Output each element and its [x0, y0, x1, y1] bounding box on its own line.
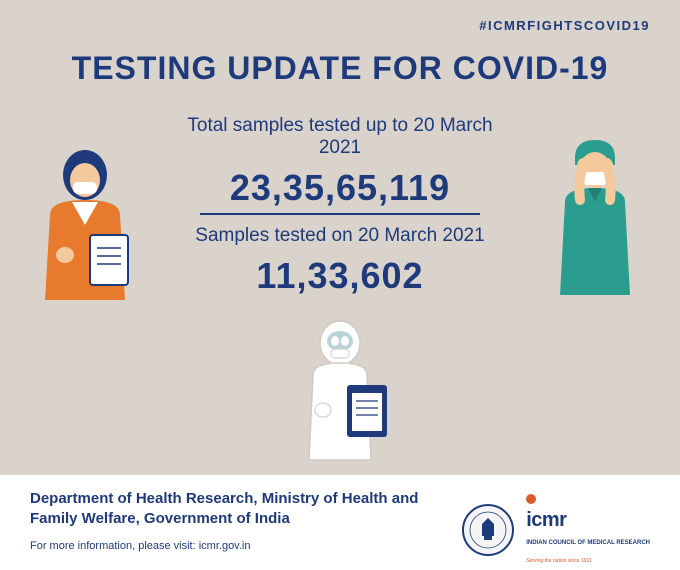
illustration-clipboard-person-icon [30, 140, 150, 310]
stat-total-label: Total samples tested up to 20 March 2021 [180, 115, 500, 159]
icmr-logo-full: INDIAN COUNCIL OF MEDICAL RESEARCH [526, 540, 650, 546]
stat-total: Total samples tested up to 20 March 2021… [180, 115, 500, 209]
footer-logos: icmr INDIAN COUNCIL OF MEDICAL RESEARCH … [462, 493, 650, 567]
illustration-ppe-worker-icon [295, 315, 395, 465]
stat-daily-label: Samples tested on 20 March 2021 [180, 225, 500, 247]
footer: Department of Health Research, Ministry … [0, 475, 680, 570]
stat-daily-value: 11,33,602 [180, 255, 500, 297]
main-panel: #ICMRFIGHTSCOVID19 TESTING UPDATE FOR CO… [0, 0, 680, 475]
hashtag: #ICMRFIGHTSCOVID19 [479, 18, 650, 33]
illustration-surgeon-icon [540, 130, 650, 300]
page-title: TESTING UPDATE FOR COVID-19 [0, 50, 680, 87]
icmr-logo-icon: icmr INDIAN COUNCIL OF MEDICAL RESEARCH … [526, 493, 650, 567]
icmr-logo-text: icmr [526, 509, 566, 531]
stat-daily: Samples tested on 20 March 2021 11,33,60… [180, 225, 500, 297]
footer-department: Department of Health Research, Ministry … [30, 489, 430, 530]
icmr-logo-tag: Serving the nation since 1911 [526, 558, 592, 564]
govt-emblem-icon [462, 504, 514, 556]
divider [200, 213, 480, 215]
stat-total-value: 23,35,65,119 [180, 167, 500, 209]
